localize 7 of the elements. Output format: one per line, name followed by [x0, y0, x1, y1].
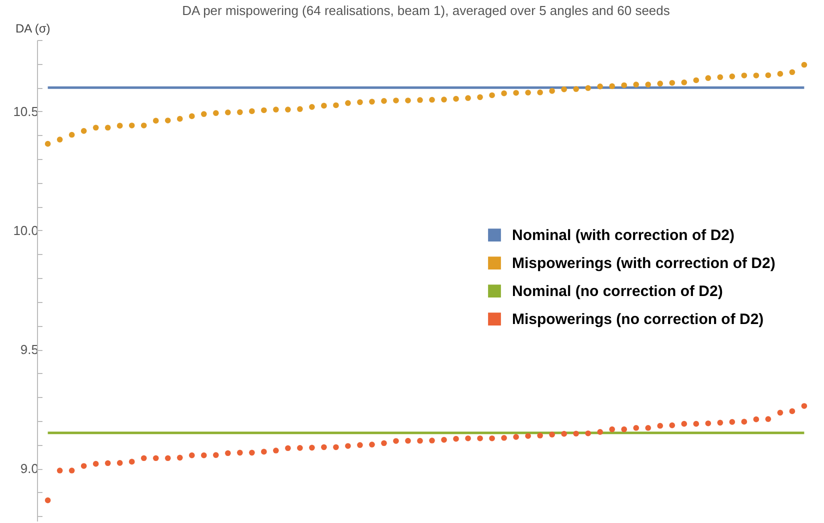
y-axis-title: DA (σ)	[16, 22, 50, 36]
y-tick-label: 10.5	[13, 104, 38, 119]
legend-label: Nominal (with correction of D2)	[512, 227, 735, 244]
chart-title: DA per mispowering (64 realisations, beam 1), averaged over 5 angles and 60 seeds	[182, 3, 670, 18]
legend-label: Mispowerings (with correction of D2)	[512, 255, 776, 272]
legend-label: Nominal (no correction of D2)	[512, 283, 723, 300]
legend-label: Mispowerings (no correction of D2)	[512, 311, 764, 328]
